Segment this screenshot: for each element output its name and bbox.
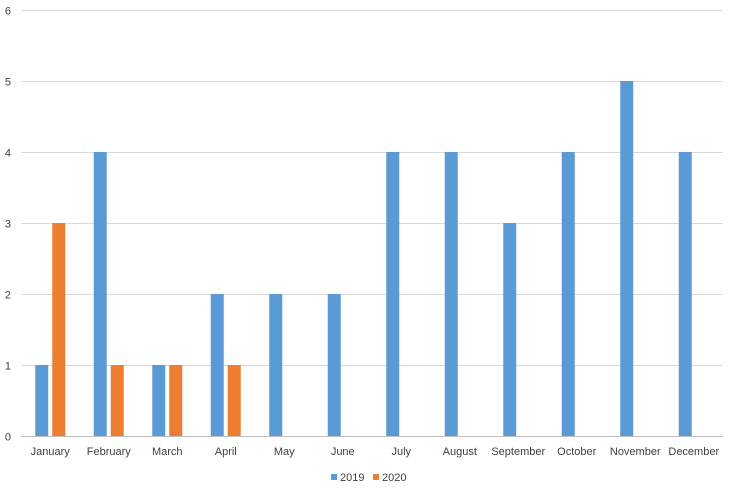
legend-swatch-2019 — [331, 474, 337, 480]
y-tick-label: 6 — [5, 6, 11, 18]
y-tick-label: 1 — [5, 361, 11, 373]
x-tick-label: March — [152, 446, 183, 458]
y-tick-label: 4 — [5, 148, 11, 160]
legend-swatch-2020 — [373, 474, 379, 480]
legend-label-2020: 2020 — [382, 472, 406, 484]
legend: 2019 2020 — [331, 472, 406, 484]
bar-2019-september — [503, 223, 517, 436]
x-tick-label: December — [668, 446, 719, 458]
x-tick-label: August — [443, 446, 477, 458]
bar-2019-may — [269, 294, 283, 436]
y-tick-label: 2 — [5, 290, 11, 302]
bars — [35, 81, 692, 436]
legend-label-2019: 2019 — [340, 472, 364, 484]
x-tick-label: June — [331, 446, 355, 458]
bar-2020-february — [110, 365, 124, 436]
bar-2019-july — [386, 152, 400, 436]
y-tick-label: 0 — [5, 432, 11, 444]
x-tick-label: February — [87, 446, 132, 458]
x-tick-label: January — [31, 446, 71, 458]
bar-2019-march — [152, 365, 166, 436]
bar-2020-march — [169, 365, 183, 436]
bar-2019-january — [35, 365, 49, 436]
x-tick-label: November — [610, 446, 661, 458]
bar-2019-august — [444, 152, 458, 436]
x-tick-label: October — [557, 446, 596, 458]
x-tick-label: July — [391, 446, 411, 458]
x-tick-label: April — [215, 446, 237, 458]
bar-2019-december — [678, 152, 692, 436]
bar-2019-june — [327, 294, 341, 436]
bar-2019-february — [93, 152, 107, 436]
gridlines — [21, 10, 723, 437]
y-axis-tick-labels: 0 1 2 3 4 5 6 — [5, 6, 11, 444]
y-tick-label: 3 — [5, 219, 11, 231]
bar-2020-april — [227, 365, 241, 436]
x-tick-label: September — [491, 446, 545, 458]
y-tick-label: 5 — [5, 77, 11, 89]
x-axis-tick-labels: January February March April May June July Augu… — [31, 446, 720, 458]
bar-2019-october — [561, 152, 575, 436]
bar-2019-november — [620, 81, 634, 436]
x-tick-label: May — [274, 446, 295, 458]
bar-2020-january — [52, 223, 66, 436]
bar-2019-april — [210, 294, 224, 436]
